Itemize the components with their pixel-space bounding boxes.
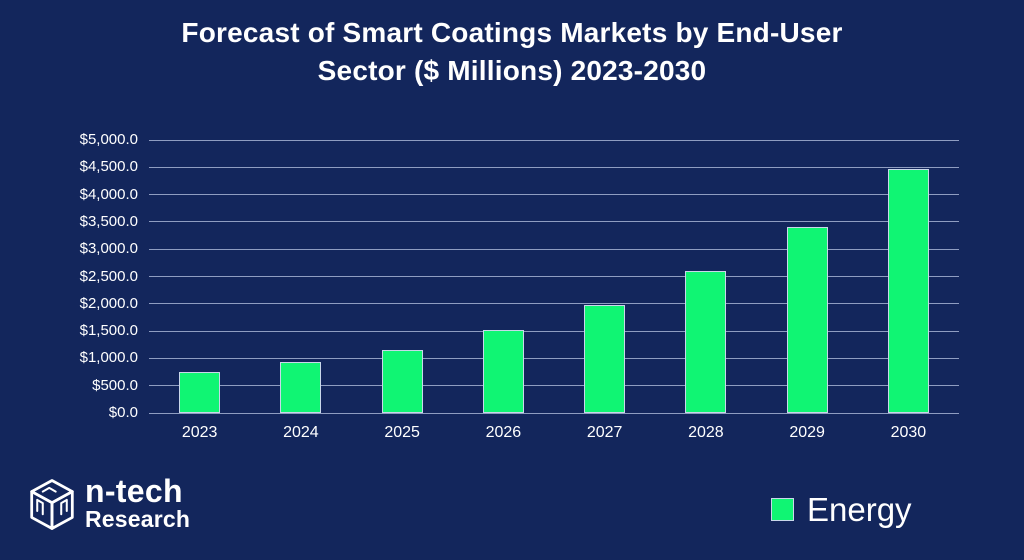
y-tick-label: $4,500.0 [79, 158, 138, 176]
x-tick-2029: 2029 [789, 424, 825, 441]
y-tick-label: $1,000.0 [79, 349, 138, 367]
x-tick-2028: 2028 [688, 424, 724, 441]
gridline [149, 303, 959, 305]
gridline [149, 412, 959, 414]
ntech-cube-icon [30, 479, 74, 530]
y-tick-label: $3,500.0 [79, 212, 138, 230]
x-tick-2030: 2030 [890, 424, 927, 441]
gridline [149, 221, 959, 223]
bar-2023 [179, 372, 221, 413]
legend-label-energy: Energy [807, 490, 912, 528]
x-tick-2027: 2027 [586, 424, 623, 441]
y-tick-label: $500.0 [92, 376, 138, 394]
bar-2030 [887, 168, 929, 413]
logo: n-tech Research [28, 473, 191, 533]
gridline [149, 166, 959, 168]
legend-swatch-energy [771, 497, 794, 521]
chart-title: Forecast of Smart Coatings Markets by En… [0, 14, 1024, 90]
gridline [149, 248, 959, 250]
bar-2025 [381, 349, 423, 413]
logo-text: n-tech Research [85, 473, 191, 532]
x-tick-2025: 2025 [384, 424, 420, 441]
y-tick-label: $1,500.0 [79, 322, 138, 340]
y-tick-label: $0.0 [108, 404, 138, 421]
y-tick-label: $3,000.0 [79, 240, 138, 258]
y-tick-label: $4,000.0 [79, 185, 138, 203]
y-tick-label: $2,500.0 [79, 267, 138, 285]
gridline [149, 276, 959, 277]
bar-2026 [482, 330, 524, 413]
gridline [149, 330, 959, 332]
logo-name: n-tech [85, 473, 183, 509]
y-tick-label: $5,000.0 [79, 131, 138, 148]
logo-subname: Research [85, 506, 191, 532]
gridline [149, 139, 959, 141]
gridline [149, 194, 959, 196]
chart-title-line1: Forecast of Smart Coatings Markets by En… [181, 17, 843, 48]
gridline [149, 357, 959, 359]
bar-2024 [280, 361, 322, 413]
bar-2028 [685, 271, 727, 413]
y-tick-label: $2,000.0 [79, 294, 138, 312]
bar-2029 [786, 227, 828, 413]
bar-2027 [584, 304, 626, 413]
gridline [149, 385, 959, 387]
x-tick-2024: 2024 [283, 424, 319, 441]
x-tick-2026: 2026 [485, 424, 522, 441]
x-tick-2023: 2023 [181, 424, 218, 441]
legend: Energy [771, 488, 912, 530]
chart-title-line2: Sector ($ Millions) 2023-2030 [317, 55, 707, 86]
